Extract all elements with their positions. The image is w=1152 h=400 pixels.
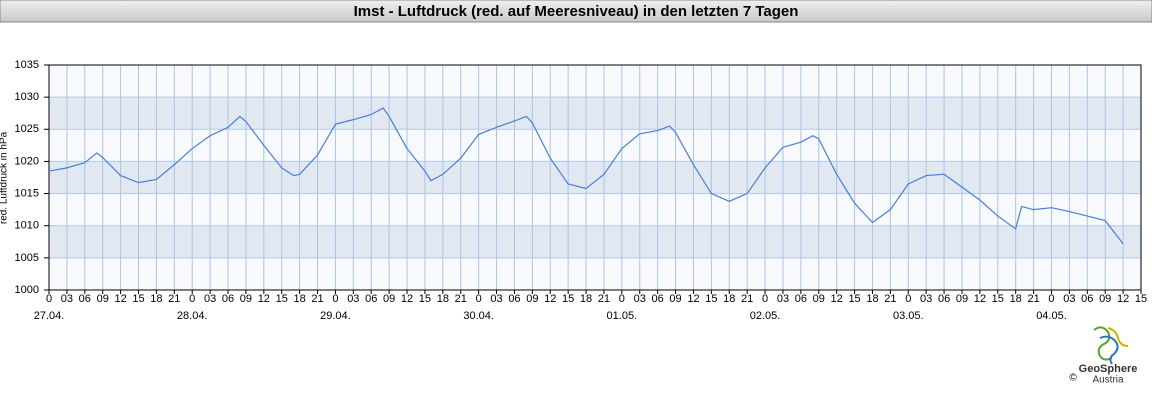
x-tick-label: 12 [114, 293, 126, 305]
x-tick-label: 09 [813, 293, 825, 305]
x-tick-label: 0 [905, 293, 911, 305]
x-tick-label: 06 [938, 293, 950, 305]
x-date-label: 27.04. [34, 310, 65, 322]
y-axis-label: red. Luftdruck in hPa [0, 131, 10, 224]
x-tick-label: 09 [1099, 293, 1111, 305]
plot-area: 1000 1005 1010 1015 1020 1025 1030 1035 0 03 06 09 1… [15, 59, 1148, 322]
data-line [48, 107, 1124, 245]
x-tick-label: 09 [240, 293, 252, 305]
x-tick-label: 09 [97, 293, 109, 305]
x-tick-label: 03 [61, 293, 73, 305]
y-tick-label: 1005 [15, 252, 39, 264]
x-tick-label: 0 [189, 293, 195, 305]
x-tick-label: 12 [974, 293, 986, 305]
logo-mark [1099, 335, 1119, 365]
x-tick-label: 0 [46, 293, 52, 305]
x-date-label: 02.05. [750, 310, 781, 322]
x-tick-label: 12 [401, 293, 413, 305]
x-date-label: 04.05. [1036, 310, 1067, 322]
x-tick-label: 03 [920, 293, 932, 305]
copyright: © [1069, 373, 1077, 384]
grid-band [49, 161, 1141, 194]
x-tick-label: 06 [222, 293, 234, 305]
x-tick-label: 03 [490, 293, 502, 305]
x-tick-label: 15 [1135, 293, 1147, 305]
x-tick-label: 03 [777, 293, 789, 305]
chart-title: Imst - Luftdruck (red. auf Meeresniveau)… [354, 3, 799, 20]
x-tick-label: 06 [1081, 293, 1093, 305]
x-tick-label: 21 [598, 293, 610, 305]
x-tick-label: 12 [687, 293, 699, 305]
y-tick-label: 1010 [15, 220, 39, 232]
x-tick-label: 15 [992, 293, 1004, 305]
x-tick-label: 0 [332, 293, 338, 305]
x-tick-label: 15 [848, 293, 860, 305]
x-tick-label: 15 [419, 293, 431, 305]
x-tick-label: 21 [1027, 293, 1039, 305]
x-date-label: 28.04. [177, 310, 208, 322]
x-tick-label: 03 [634, 293, 646, 305]
x-tick-label: 15 [705, 293, 717, 305]
grid-band [49, 225, 1141, 258]
y-tick-label: 1000 [15, 284, 39, 296]
x-tick-label: 12 [831, 293, 843, 305]
grid-band [49, 97, 1141, 130]
y-tick-label: 1035 [15, 59, 39, 71]
logo-mark [1093, 326, 1113, 361]
x-date-label: 29.04. [320, 310, 351, 322]
x-tick-label: 06 [79, 293, 91, 305]
x-tick-label: 18 [723, 293, 735, 305]
x-date-label: 01.05. [607, 310, 638, 322]
x-tick-label: 12 [258, 293, 270, 305]
x-tick-label: 18 [437, 293, 449, 305]
plot-frame [48, 64, 1142, 291]
x-tick-label: 0 [762, 293, 768, 305]
x-tick-label: 21 [311, 293, 323, 305]
x-tick-label: 09 [669, 293, 681, 305]
x-tick-label: 0 [476, 293, 482, 305]
title-banner [0, 0, 1152, 23]
y-tick-label: 1015 [15, 187, 39, 199]
logo-sub: Austria [1092, 375, 1124, 386]
x-tick-label: 21 [884, 293, 896, 305]
x-tick-label: 12 [544, 293, 556, 305]
x-tick-label: 15 [562, 293, 574, 305]
x-date-label: 03.05. [893, 310, 924, 322]
y-tick-label: 1020 [15, 155, 39, 167]
x-date-label: 30.04. [463, 310, 494, 322]
logo: GeoSphere Austria © [1069, 326, 1138, 386]
y-tick-label: 1030 [15, 91, 39, 103]
x-tick-label: 03 [204, 293, 216, 305]
x-tick-label: 15 [132, 293, 144, 305]
x-tick-label: 06 [365, 293, 377, 305]
x-tick-label: 0 [619, 293, 625, 305]
x-tick-label: 21 [168, 293, 180, 305]
x-tick-label: 15 [276, 293, 288, 305]
x-tick-label: 0 [1048, 293, 1054, 305]
y-tick-label: 1025 [15, 123, 39, 135]
x-tick-label: 09 [526, 293, 538, 305]
x-tick-label: 06 [652, 293, 664, 305]
x-tick-label: 18 [580, 293, 592, 305]
x-tick-label: 18 [293, 293, 305, 305]
x-tick-label: 12 [1117, 293, 1129, 305]
x-tick-label: 09 [383, 293, 395, 305]
x-tick-label: 21 [741, 293, 753, 305]
x-tick-label: 21 [455, 293, 467, 305]
x-tick-label: 03 [347, 293, 359, 305]
x-tick-label: 03 [1063, 293, 1075, 305]
x-tick-label: 09 [956, 293, 968, 305]
logo-mark [1107, 327, 1129, 347]
x-tick-label: 06 [795, 293, 807, 305]
x-tick-label: 18 [150, 293, 162, 305]
x-tick-label: 18 [866, 293, 878, 305]
x-tick-label: 18 [1010, 293, 1022, 305]
x-tick-label: 06 [508, 293, 520, 305]
logo-name: GeoSphere [1079, 363, 1138, 375]
